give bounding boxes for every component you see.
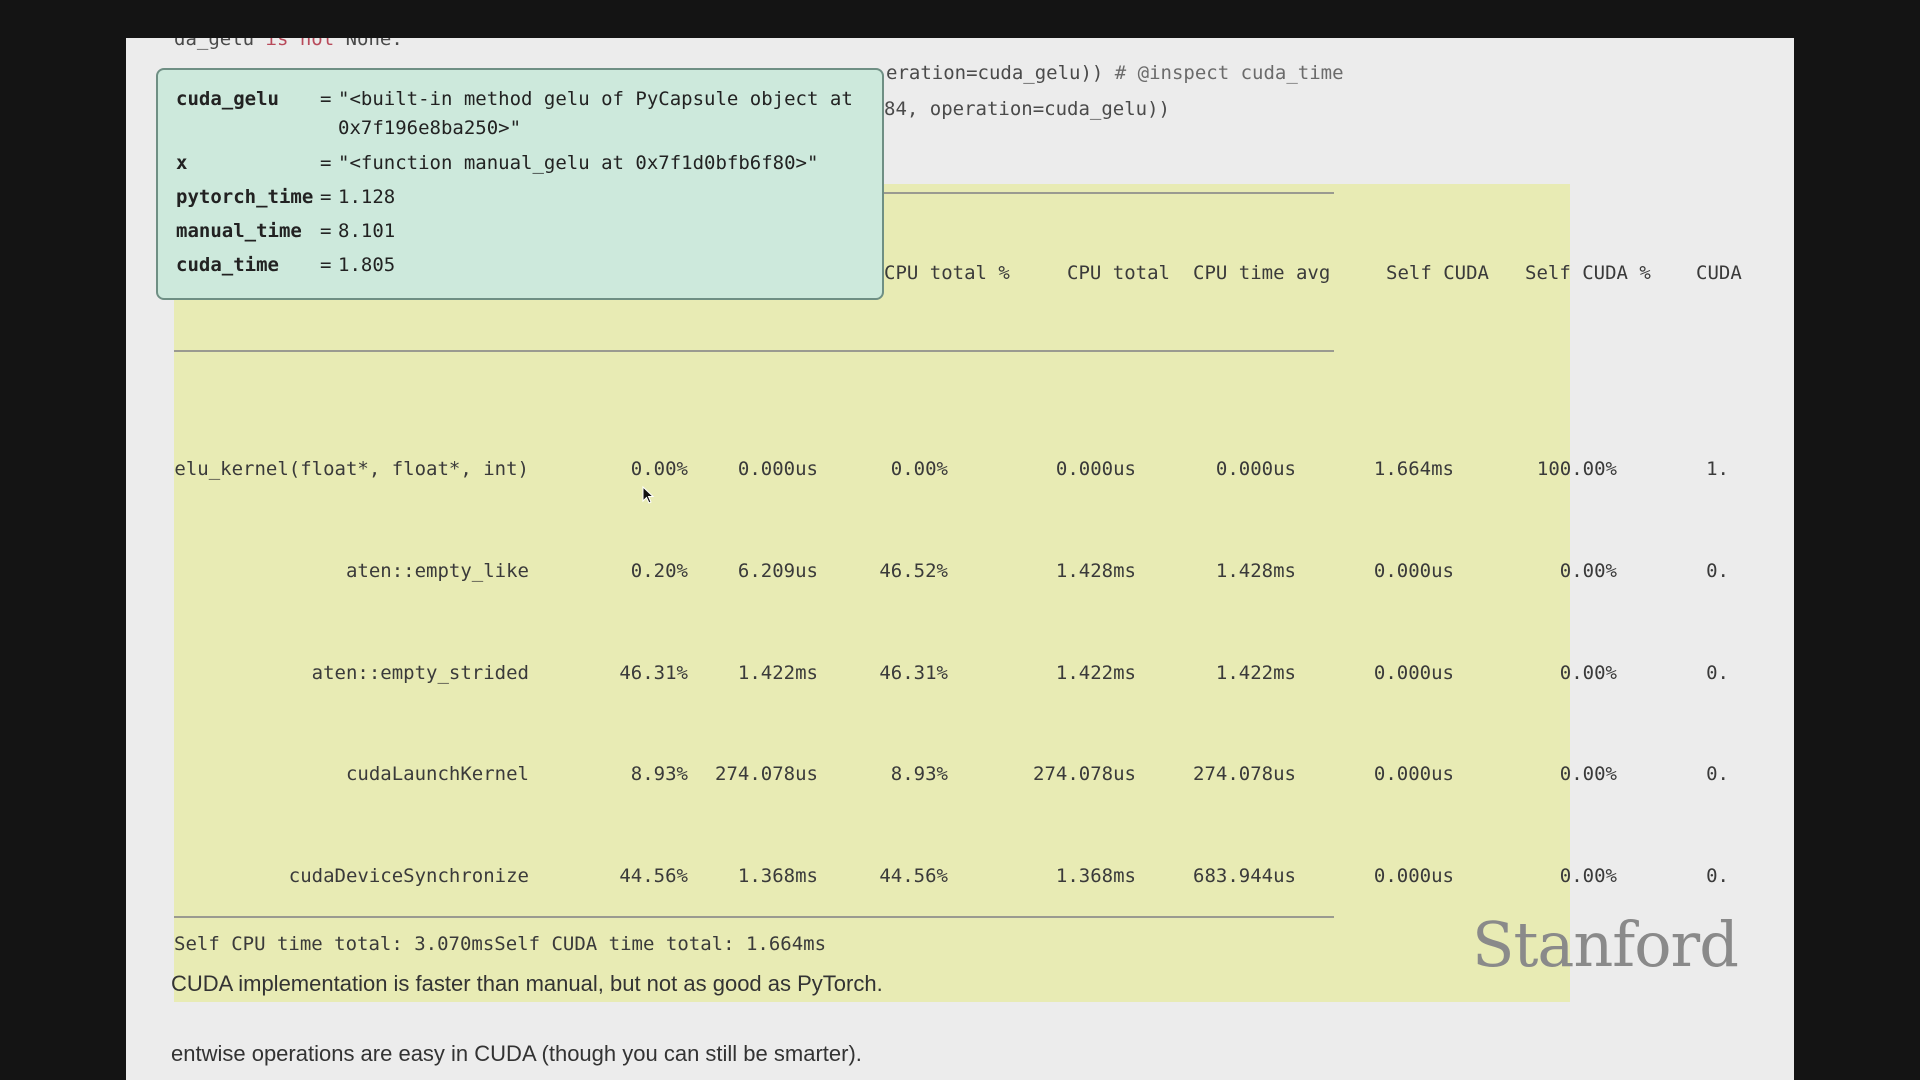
cell-self-cpu: 1.422ms [737,662,818,684]
cell-self-cuda: 1.664ms [1373,458,1454,480]
cell-self-cuda-pct: 100.00% [1536,458,1617,480]
code-text: None: [334,38,403,50]
cell-cuda: 0. [1706,763,1729,785]
row-name: aten::empty_like [345,560,529,582]
code-line-2: 84, operation=cuda_gelu)) [884,98,1170,120]
cell-self-cpu: 274.078us [715,763,818,785]
var-eq: = [320,152,332,174]
cell-self-cpu-pct: 44.56% [619,865,688,887]
cell-self-cuda-pct: 0.00% [1559,662,1617,684]
cell-self-cuda: 0.000us [1373,560,1454,582]
var-name-manual-time: manual_time [176,220,302,242]
cell-cpu-total: 274.078us [1033,763,1136,785]
table-footer: Self CPU time total: 3.070msSelf CUDA ti… [174,933,827,955]
row-name: cudaDeviceSynchronize [288,865,529,887]
cell-cpu-time-avg: 274.078us [1193,763,1296,785]
cell-self-cuda-pct: 0.00% [1559,560,1617,582]
code-comment: # @inspect cuda_time [1114,62,1344,84]
cell-cpu-total-pct: 44.56% [879,865,948,887]
cell-cpu-total: 1.428ms [1055,560,1136,582]
cell-cpu-total: 1.422ms [1055,662,1136,684]
var-value-cuda-time: 1.805 [338,254,396,276]
var-value-x: "<function manual_gelu at 0x7f1d0bfb6f80… [338,152,819,174]
cell-self-cpu: 6.209us [737,560,818,582]
cell-self-cpu-pct: 46.31% [619,662,688,684]
cell-cuda: 0. [1706,560,1729,582]
cell-cpu-total-pct: 8.93% [890,763,948,785]
prose-line-1: CUDA implementation is faster than manua… [171,971,883,996]
table-rule-header [174,350,1334,352]
var-eq: = [320,186,332,208]
code-text: 84, operation=cuda_gelu)) [884,98,1170,120]
cell-self-cpu-pct: 0.20% [630,560,688,582]
cell-self-cuda: 0.000us [1373,763,1454,785]
var-value-pytorch-time: 1.128 [338,186,396,208]
cell-cpu-time-avg: 1.428ms [1215,560,1296,582]
prose-line-2: entwise operations are easy in CUDA (tho… [171,1041,862,1066]
code-line-1: eration=cuda_gelu)) # @inspect cuda_time [886,62,1344,84]
cell-cuda: 1. [1706,458,1729,480]
header-cpu-time-avg: CPU time avg [1193,262,1331,284]
cell-cuda: 0. [1706,662,1729,684]
header-cpu-total: CPU total [1067,262,1170,284]
var-eq: = [320,220,332,242]
cell-cpu-total-pct: 46.31% [879,662,948,684]
var-eq: = [320,254,332,276]
cell-self-cuda-pct: 0.00% [1559,763,1617,785]
code-keyword: is not [265,38,335,50]
cell-self-cpu-pct: 8.93% [630,763,688,785]
code-text: eration=cuda_gelu)) [886,62,1115,84]
var-value-manual-time: 8.101 [338,220,396,242]
variable-inspector-tooltip: cuda_gelu = "<built-in method gelu of Py… [156,68,884,300]
profiler-output-panel [174,184,1570,1002]
code-text: da_gelu [174,38,266,50]
cell-cuda: 0. [1706,865,1729,887]
cell-cpu-total: 1.368ms [1055,865,1136,887]
var-name-pytorch-time: pytorch_time [176,186,314,208]
header-self-cuda-pct: Self CUDA % [1525,262,1651,284]
header-self-cuda: Self CUDA [1386,262,1489,284]
var-value-cuda-gelu: "<built-in method gelu of PyCapsule obje… [338,88,853,110]
cell-cpu-time-avg: 0.000us [1215,458,1296,480]
cell-self-cpu-pct: 0.00% [630,458,688,480]
cell-cpu-total-pct: 46.52% [879,560,948,582]
lecture-slide: da_gelu is not None: eration=cuda_gelu))… [126,38,1794,1080]
var-name-cuda-time: cuda_time [176,254,279,276]
var-value-cuda-gelu-cont: 0x7f196e8ba250>" [338,117,522,139]
row-name: elu_kernel(float*, float*, int) [174,458,529,480]
cell-cpu-total-pct: 0.00% [890,458,948,480]
mouse-pointer-icon [642,486,655,504]
cell-self-cuda: 0.000us [1373,865,1454,887]
cell-self-cpu: 0.000us [737,458,818,480]
header-cuda: CUDA [1696,262,1742,284]
var-eq: = [320,88,332,110]
code-line-0: da_gelu is not None: [174,38,403,50]
var-name-x: x [176,152,188,174]
stanford-logo: Stanford [1472,908,1739,981]
row-name: cudaLaunchKernel [345,763,529,785]
row-name: aten::empty_strided [311,662,529,684]
cell-cpu-total: 0.000us [1055,458,1136,480]
cell-self-cuda-pct: 0.00% [1559,865,1617,887]
cell-self-cpu: 1.368ms [737,865,818,887]
cell-self-cuda: 0.000us [1373,662,1454,684]
var-name-cuda-gelu: cuda_gelu [176,88,279,110]
cell-cpu-time-avg: 1.422ms [1215,662,1296,684]
header-cpu-total-pct: CPU total % [884,262,1010,284]
table-rule-bottom [174,916,1334,918]
cell-cpu-time-avg: 683.944us [1193,865,1296,887]
